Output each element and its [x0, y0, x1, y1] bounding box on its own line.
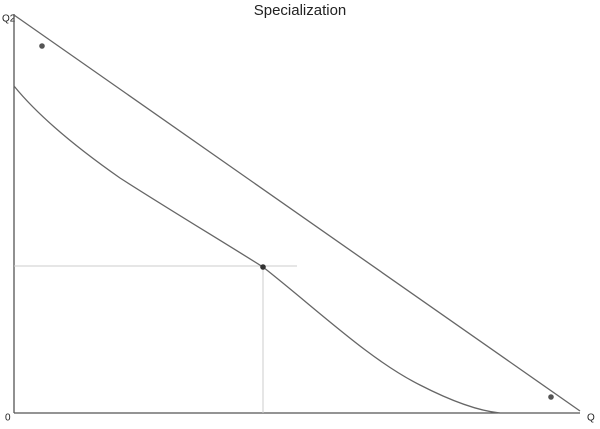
straight-line	[13, 14, 581, 412]
point	[548, 394, 554, 400]
point	[260, 264, 266, 270]
title: Specialization	[254, 2, 347, 19]
y-axis-label: Q2	[2, 14, 16, 25]
point	[39, 43, 45, 49]
x-axis-label: Q	[587, 413, 595, 424]
curve	[13, 85, 501, 414]
origin-label: 0	[5, 413, 11, 424]
